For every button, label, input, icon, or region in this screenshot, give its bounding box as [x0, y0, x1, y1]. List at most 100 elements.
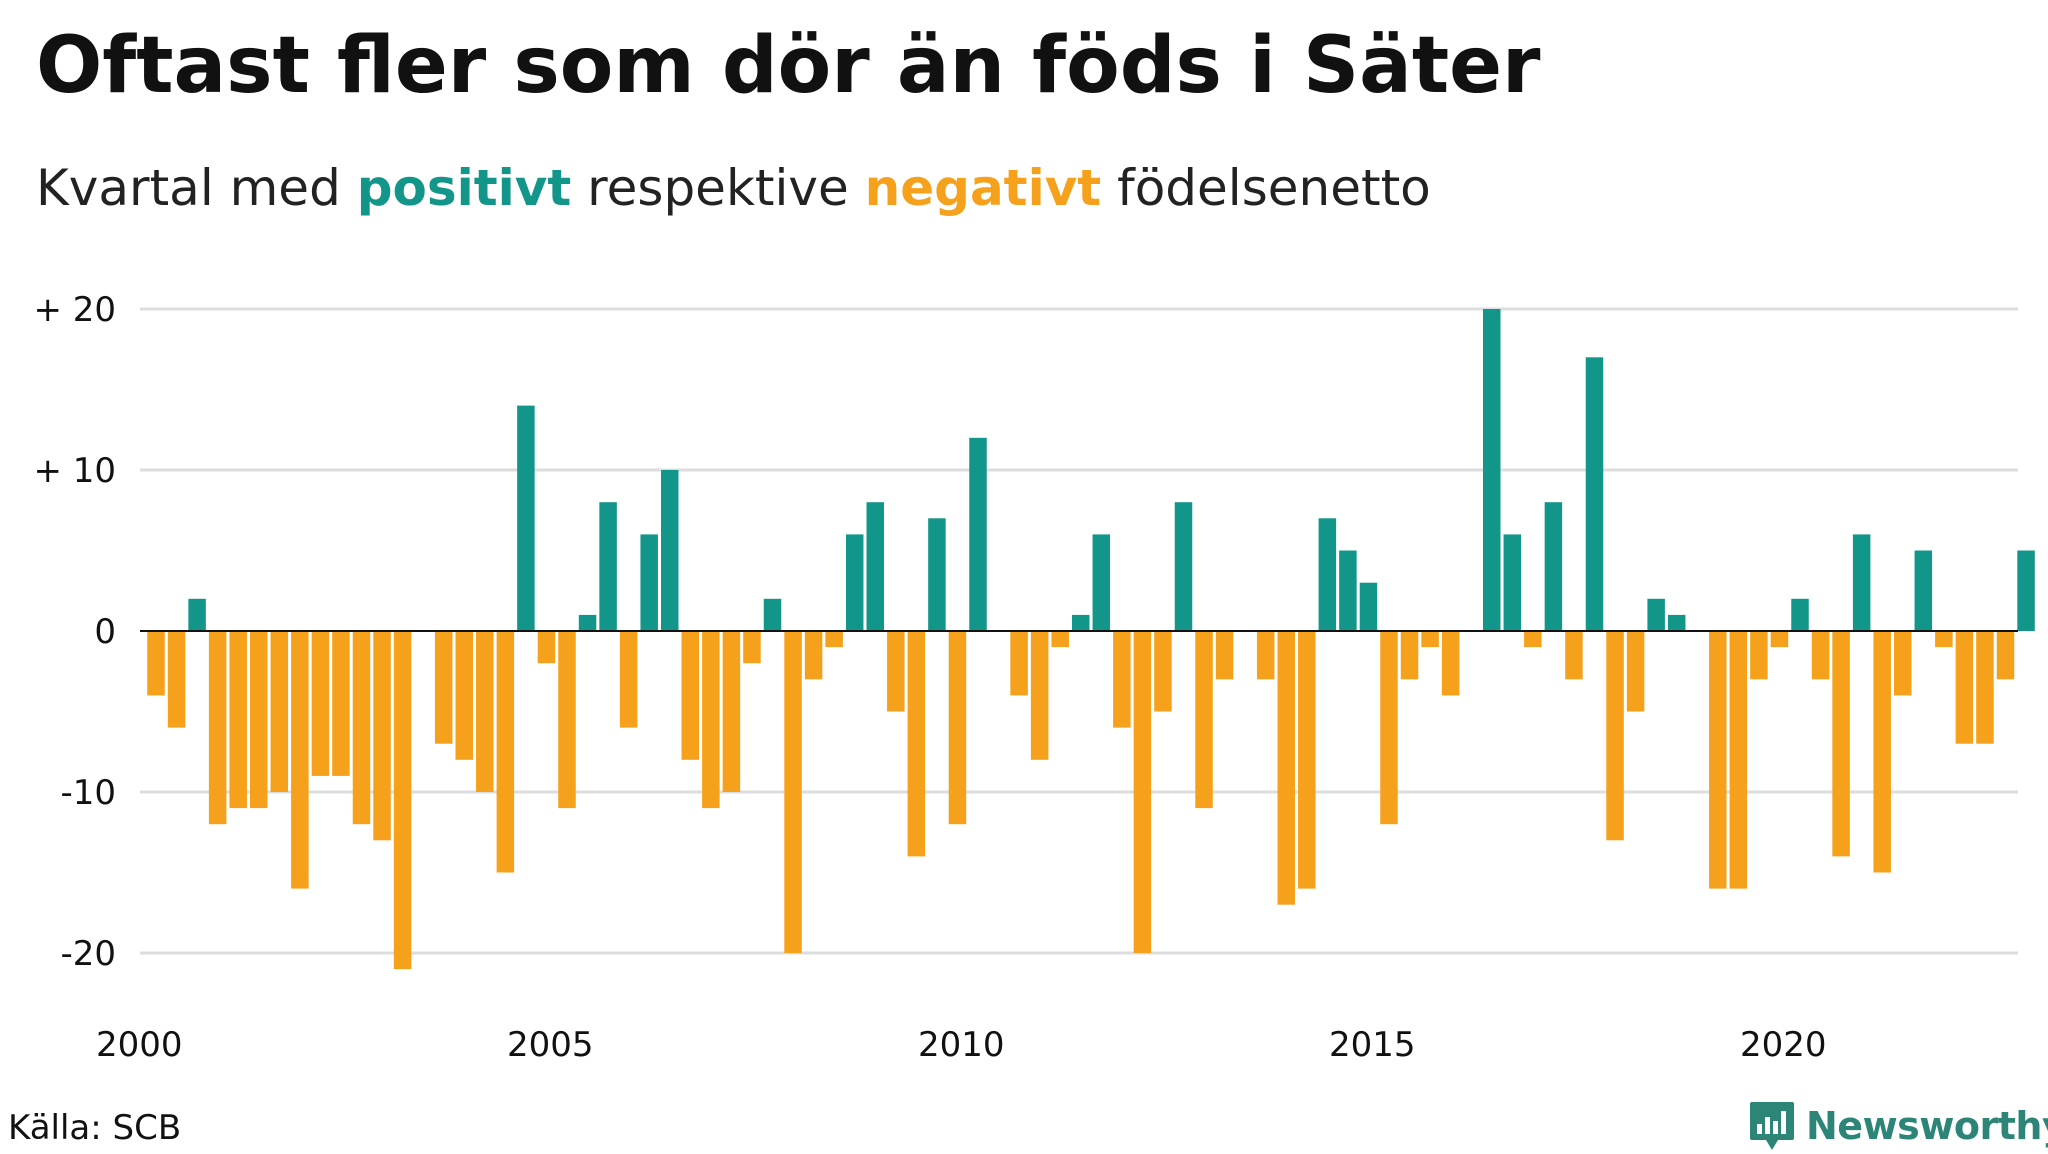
bar-negative [291, 631, 309, 889]
bar-negative [373, 631, 391, 841]
bar-negative [147, 631, 165, 696]
bar-positive [640, 534, 658, 631]
newsworthy-brand: Newsworthy [1748, 1098, 2048, 1154]
bar-positive [1647, 598, 1665, 631]
bar-positive [517, 405, 535, 631]
bar-negative [1277, 631, 1295, 905]
bar-positive [1585, 357, 1604, 631]
bar-negative [1113, 631, 1131, 728]
bar-positive [845, 534, 864, 631]
bar-positive [2017, 550, 2035, 631]
subtitle-suffix: födelsenetto [1101, 159, 1431, 217]
bar-negative [1606, 631, 1624, 841]
bar-positive [1791, 598, 1809, 631]
bar-positive [763, 598, 782, 631]
y-tick-label: + 20 [33, 290, 116, 330]
bar-negative [1215, 631, 1234, 680]
bar-negative [1832, 631, 1850, 857]
bar-negative [167, 631, 186, 728]
x-tick-label: 2005 [507, 1025, 594, 1065]
bar-negative [1811, 631, 1830, 680]
subtitle-positive-label: positivt [356, 159, 572, 217]
bar-negative [1010, 631, 1028, 696]
bar-chart: + 20 + 10 0 -10 -20 2000 2005 2010 2015 2020 [33, 290, 2035, 1065]
bar-negative [352, 631, 371, 825]
bar-positive [1852, 534, 1871, 631]
bar-negative [825, 631, 843, 648]
x-tick-label: 2020 [1740, 1025, 1827, 1065]
y-axis-tick-labels: + 20 + 10 0 -10 -20 [33, 290, 116, 974]
bar-negative [1565, 631, 1583, 680]
bar-negative [1770, 631, 1789, 648]
bar-negative [434, 631, 453, 744]
chart-subtitle: Kvartal med positivt respektive negativt… [36, 158, 1431, 218]
bar-positive [661, 470, 679, 631]
bar-positive [928, 518, 946, 631]
bar-positive [1503, 534, 1522, 631]
bar-negative [1133, 631, 1152, 953]
bar-positive [1072, 614, 1090, 631]
bar-negative [1976, 631, 1994, 744]
bar-negative [537, 631, 556, 664]
bar-negative [311, 631, 330, 776]
bar-positive [1174, 502, 1193, 631]
bars [147, 309, 2035, 970]
y-tick-label: -20 [60, 934, 116, 974]
chart-title: Oftast fler som dör än föds i Säter [36, 21, 1541, 111]
bar-negative [784, 631, 802, 953]
bar-negative [1750, 631, 1768, 680]
bar-negative [1380, 631, 1398, 825]
bar-negative [887, 631, 905, 712]
brand-name: Newsworthy [1806, 1104, 2048, 1148]
bar-negative [743, 631, 761, 664]
x-tick-label: 2000 [96, 1025, 183, 1065]
bar-negative [1256, 631, 1275, 680]
bar-negative [1441, 631, 1460, 696]
bar-negative [948, 631, 967, 825]
y-tick-label: 0 [94, 612, 116, 652]
bar-negative [496, 631, 515, 873]
bar-negative [393, 631, 412, 970]
bar-negative [208, 631, 227, 825]
bar-positive [578, 614, 597, 631]
bar-negative [804, 631, 823, 680]
gridlines [140, 307, 2018, 955]
bar-negative [681, 631, 700, 760]
subtitle-middle: respektive [571, 159, 865, 217]
subtitle-prefix: Kvartal med [36, 159, 357, 217]
bar-negative [1524, 631, 1542, 648]
bar-positive [1092, 534, 1111, 631]
bar-negative [1400, 631, 1419, 680]
bar-negative [1030, 631, 1049, 760]
bar-positive [1339, 550, 1357, 631]
bar-negative [619, 631, 638, 728]
bar-negative [270, 631, 289, 792]
bar-negative [558, 631, 576, 809]
bar-positive [969, 437, 987, 631]
bar-positive [866, 502, 884, 631]
bar-negative [1894, 631, 1912, 696]
bar-positive [188, 598, 206, 631]
subtitle-negative-label: negativt [864, 159, 1102, 217]
bar-negative [722, 631, 741, 792]
bar-positive [599, 502, 617, 631]
bar-negative [1935, 631, 1953, 648]
bar-negative [1626, 631, 1645, 712]
bar-positive [1359, 582, 1378, 631]
bar-negative [1955, 631, 1974, 744]
x-tick-label: 2015 [1329, 1025, 1416, 1065]
bar-negative [1996, 631, 2015, 680]
x-tick-label: 2010 [918, 1025, 1005, 1065]
bar-negative [702, 631, 720, 809]
bar-negative [250, 631, 268, 809]
bar-positive [1318, 518, 1337, 631]
bar-negative [907, 631, 926, 857]
x-axis-tick-labels: 2000 2005 2010 2015 2020 [96, 1025, 1827, 1065]
bar-negative [476, 631, 494, 792]
bar-negative [332, 631, 350, 776]
bar-negative [1298, 631, 1316, 889]
bar-positive [1667, 614, 1686, 631]
source-note: Källa: SCB [8, 1108, 182, 1148]
bar-negative [1421, 631, 1439, 648]
y-tick-label: + 10 [33, 451, 116, 491]
